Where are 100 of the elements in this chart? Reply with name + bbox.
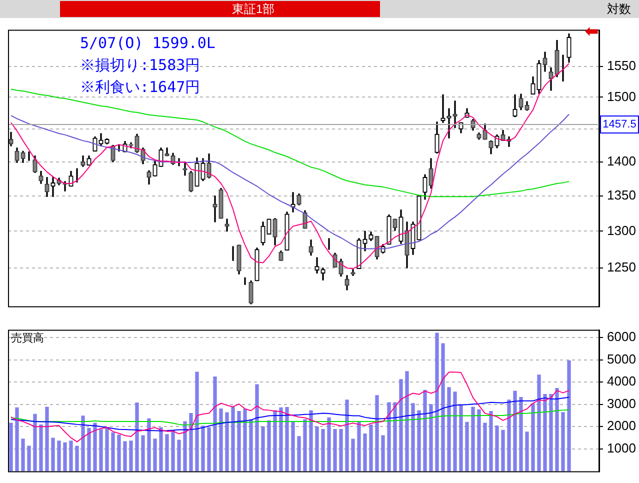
bar [489,410,493,472]
y-tick-label: 1300 [607,222,636,238]
bar [69,440,73,472]
bar [249,419,253,472]
bar [525,432,529,472]
bar [465,422,469,472]
bar [231,406,235,472]
bar [285,406,289,472]
bar [147,418,151,472]
bar [123,441,127,472]
y-tick-label: 4000 [607,374,636,389]
bar [315,426,319,472]
bar [423,390,427,472]
bar [567,360,571,472]
bar [537,374,541,472]
bar [267,420,271,472]
y-tick-label: 6000 [607,329,636,344]
bar [99,429,103,472]
bar [513,390,517,472]
y-tick-label: 5000 [607,351,636,366]
bar [531,403,535,472]
bar [135,402,139,472]
y-tick-label: 1250 [607,260,636,275]
annotation: 5/07(O) 1599.0L [80,34,216,52]
bar [261,426,265,472]
bar [561,412,565,472]
chart-title: 売買高 [11,331,44,344]
bar [345,400,349,472]
bar [159,427,163,472]
bar [447,387,451,472]
bar [177,440,181,472]
bar [441,343,445,472]
bar [111,432,115,472]
bar [429,404,433,472]
bar [81,416,85,472]
candlestick [224,218,230,232]
y-tick-label: 2000 [607,418,636,434]
y-tick-label: 1000 [607,440,636,456]
bar [459,404,463,472]
bar [45,406,49,472]
y-tick-label: 3000 [607,396,636,411]
bar [549,394,553,472]
bar [399,379,403,472]
bar [141,435,145,472]
bar [435,332,439,472]
bar [303,419,307,472]
bar [195,372,199,472]
bar [27,446,31,472]
bar [183,421,187,472]
bar [207,427,211,472]
bar [165,434,169,472]
bar [393,402,397,472]
bar [387,402,391,472]
bar [219,408,223,472]
bar [333,429,337,472]
bar [453,392,457,472]
bar [411,403,415,472]
bar [279,407,283,472]
candlestick [50,177,56,197]
y-tick-label: 1400 [607,153,636,168]
bar [213,376,217,472]
bar [351,438,355,472]
bar [471,406,475,472]
bar [105,427,109,472]
bar [171,430,175,472]
bar [117,434,121,472]
bar [201,426,205,472]
bar [75,446,79,472]
bar [153,438,157,472]
bar [51,438,55,472]
bar [339,429,343,472]
annotation: ※利食い:1647円 [80,78,200,96]
bar [519,396,523,472]
bar [501,430,505,472]
bar [189,412,193,472]
bar [225,412,229,472]
annotation: ※損切り:1583円 [80,56,200,74]
candlestick [212,196,218,222]
bar [87,428,91,472]
y-axis-title: 対数 [607,1,631,17]
bar [63,442,67,472]
bar [291,421,295,472]
candlestick [440,94,446,123]
bar [129,440,133,472]
y-tick-label: 1350 [607,187,636,202]
bar [477,409,481,472]
bar [57,440,61,472]
y-tick-label: 1550 [607,58,636,74]
bar [327,417,331,472]
bar [39,424,43,472]
bar [363,433,367,472]
bar [369,424,373,472]
chart-title: 東証1部 [232,1,275,17]
bar [243,408,247,472]
bar [417,410,421,472]
ref-line-label: 1457.5 [602,118,636,131]
bar [21,438,25,472]
bar [9,422,13,472]
bar [297,436,301,472]
bar [357,422,361,472]
